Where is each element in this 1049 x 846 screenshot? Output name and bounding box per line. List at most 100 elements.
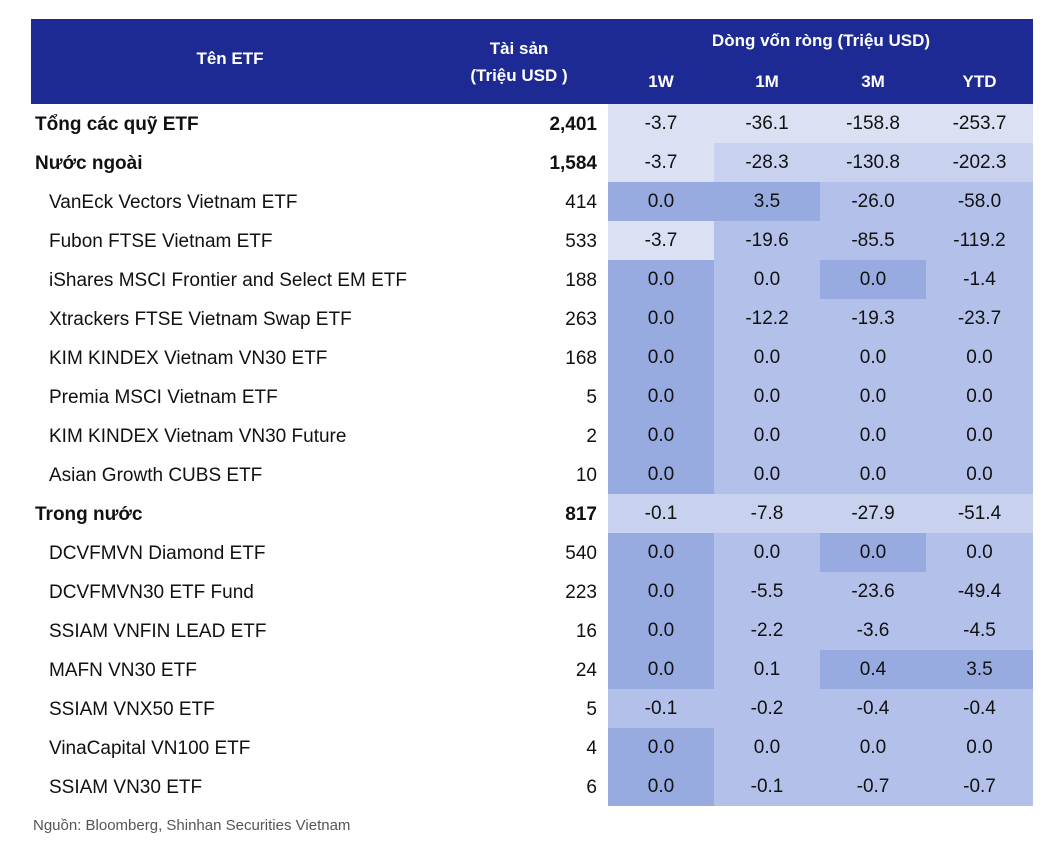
cell-1w: 0.0 (608, 572, 714, 611)
cell-1w: 0.0 (608, 299, 714, 338)
cell-1m: -0.1 (714, 767, 820, 806)
row-name: SSIAM VNFIN LEAD ETF (49, 621, 267, 642)
cell-3m: -26.0 (820, 182, 926, 221)
table-row: Nước ngoài 1,584 -3.7 -28.3 -130.8 -202.… (31, 143, 1033, 182)
cell-ytd: -4.5 (926, 611, 1033, 650)
table-row: Fubon FTSE Vietnam ETF 533 -3.7 -19.6 -8… (31, 221, 1033, 260)
row-name: Trong nước (35, 504, 143, 525)
row-asset: 168 (565, 348, 597, 369)
row-name: KIM KINDEX Vietnam VN30 ETF (49, 348, 328, 369)
cell-1m: -0.2 (714, 689, 820, 728)
row-name: VanEck Vectors Vietnam ETF (49, 192, 298, 213)
row-asset: 188 (565, 270, 597, 291)
table-row: Trong nước 817 -0.1 -7.8 -27.9 -51.4 (31, 494, 1033, 533)
table-row: DCVFMVN30 ETF Fund 223 0.0 -5.5 -23.6 -4… (31, 572, 1033, 611)
cell-1m: 0.0 (714, 338, 820, 377)
cell-ytd: -119.2 (926, 221, 1033, 260)
cell-1m: 0.0 (714, 260, 820, 299)
table-row: Premia MSCI Vietnam ETF 5 0.0 0.0 0.0 0.… (31, 377, 1033, 416)
row-asset: 817 (565, 504, 597, 525)
cell-1w: 0.0 (608, 533, 714, 572)
row-name: Fubon FTSE Vietnam ETF (49, 231, 273, 252)
cell-1w: -0.1 (608, 689, 714, 728)
cell-ytd: -49.4 (926, 572, 1033, 611)
row-name: iShares MSCI Frontier and Select EM ETF (49, 270, 407, 291)
header-assets: Tài sản (Triệu USD ) (429, 35, 609, 89)
cell-1m: 3.5 (714, 182, 820, 221)
header-etf-name: Tên ETF (196, 49, 264, 68)
row-name: DCVFMVN30 ETF Fund (49, 582, 254, 603)
cell-3m: -158.8 (820, 104, 926, 143)
cell-1w: 0.0 (608, 338, 714, 377)
cell-ytd: -0.4 (926, 689, 1033, 728)
row-asset: 540 (565, 543, 597, 564)
row-asset: 10 (575, 465, 597, 486)
cell-1w: -3.7 (608, 143, 714, 182)
header-col-1m: 1M (755, 72, 779, 91)
cell-3m: -130.8 (820, 143, 926, 182)
cell-ytd: 0.0 (926, 416, 1033, 455)
cell-1w: -0.1 (608, 494, 714, 533)
row-name: KIM KINDEX Vietnam VN30 Future (49, 426, 347, 447)
table-row: KIM KINDEX Vietnam VN30 Future 2 0.0 0.0… (31, 416, 1033, 455)
row-name: VinaCapital VN100 ETF (49, 738, 251, 759)
header-col-3m: 3M (861, 72, 885, 91)
header-col-ytd: YTD (962, 72, 997, 91)
cell-3m: 0.0 (820, 533, 926, 572)
table-row: Asian Growth CUBS ETF 10 0.0 0.0 0.0 0.0 (31, 455, 1033, 494)
row-asset: 16 (575, 621, 597, 642)
row-asset: 5 (586, 699, 597, 720)
row-name: Asian Growth CUBS ETF (49, 465, 263, 486)
cell-1m: -36.1 (714, 104, 820, 143)
cell-1m: -7.8 (714, 494, 820, 533)
cell-3m: 0.0 (820, 338, 926, 377)
cell-1w: 0.0 (608, 377, 714, 416)
cell-ytd: -253.7 (926, 104, 1033, 143)
header-col-1w: 1W (648, 72, 674, 91)
row-name: Nước ngoài (35, 153, 143, 174)
source-note: Nguồn: Bloomberg, Shinhan Securities Vie… (33, 817, 351, 834)
row-asset: 4 (586, 738, 597, 759)
table-row: SSIAM VNX50 ETF 5 -0.1 -0.2 -0.4 -0.4 (31, 689, 1033, 728)
table-body: Tổng các quỹ ETF 2,401 -3.7 -36.1 -158.8… (31, 104, 1033, 806)
table-row: MAFN VN30 ETF 24 0.0 0.1 0.4 3.5 (31, 650, 1033, 689)
row-name: DCVFMVN Diamond ETF (49, 543, 266, 564)
cell-3m: 0.0 (820, 455, 926, 494)
table-row: VanEck Vectors Vietnam ETF 414 0.0 3.5 -… (31, 182, 1033, 221)
cell-1m: 0.0 (714, 728, 820, 767)
cell-1w: -3.7 (608, 221, 714, 260)
cell-1w: 0.0 (608, 650, 714, 689)
cell-1m: -2.2 (714, 611, 820, 650)
cell-ytd: -58.0 (926, 182, 1033, 221)
cell-1m: 0.0 (714, 533, 820, 572)
cell-1w: 0.0 (608, 260, 714, 299)
cell-ytd: 0.0 (926, 728, 1033, 767)
cell-3m: 0.0 (820, 416, 926, 455)
cell-ytd: 0.0 (926, 338, 1033, 377)
cell-ytd: 3.5 (926, 650, 1033, 689)
table-row: Tổng các quỹ ETF 2,401 -3.7 -36.1 -158.8… (31, 104, 1033, 143)
cell-ytd: -0.7 (926, 767, 1033, 806)
cell-3m: -0.4 (820, 689, 926, 728)
cell-3m: -0.7 (820, 767, 926, 806)
header-net-flow: Dòng vốn ròng (Triệu USD) (711, 31, 931, 50)
cell-1w: 0.0 (608, 416, 714, 455)
cell-1w: 0.0 (608, 767, 714, 806)
cell-ytd: -23.7 (926, 299, 1033, 338)
cell-1m: 0.1 (714, 650, 820, 689)
cell-3m: -23.6 (820, 572, 926, 611)
cell-ytd: 0.0 (926, 533, 1033, 572)
cell-1w: 0.0 (608, 455, 714, 494)
row-asset: 1,584 (549, 153, 597, 174)
row-name: SSIAM VN30 ETF (49, 777, 203, 798)
table-row: Xtrackers FTSE Vietnam Swap ETF 263 0.0 … (31, 299, 1033, 338)
cell-3m: -19.3 (820, 299, 926, 338)
cell-ytd: 0.0 (926, 455, 1033, 494)
cell-3m: 0.0 (820, 728, 926, 767)
cell-1m: 0.0 (714, 377, 820, 416)
cell-1m: -12.2 (714, 299, 820, 338)
cell-ytd: 0.0 (926, 377, 1033, 416)
row-name: SSIAM VNX50 ETF (49, 699, 215, 720)
row-asset: 2 (586, 426, 597, 447)
row-asset: 263 (565, 309, 597, 330)
